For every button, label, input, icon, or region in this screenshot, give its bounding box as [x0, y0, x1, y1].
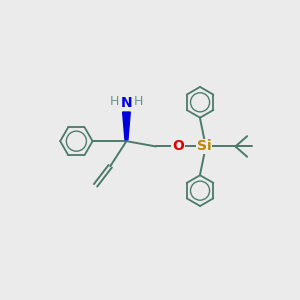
- Text: Si: Si: [197, 140, 212, 154]
- Text: O: O: [172, 140, 184, 154]
- Text: H: H: [134, 95, 143, 108]
- Text: N: N: [121, 96, 132, 110]
- Polygon shape: [123, 112, 130, 140]
- Text: H: H: [110, 95, 119, 108]
